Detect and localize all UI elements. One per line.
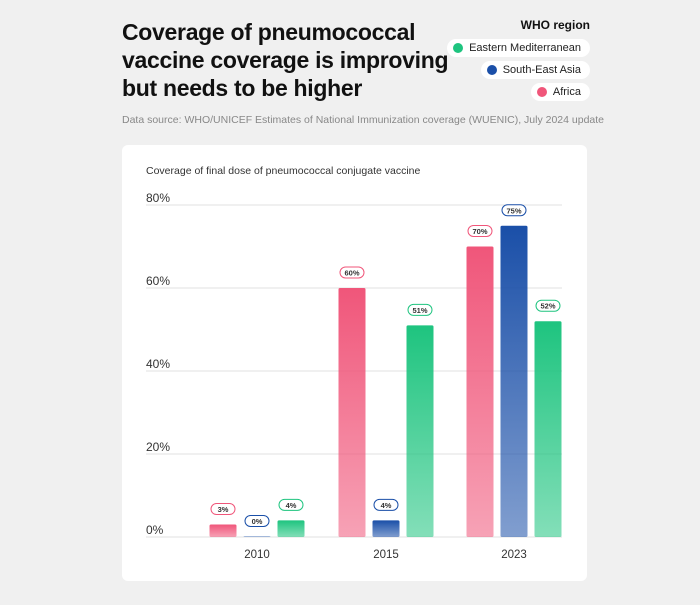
- legend-label: Africa: [552, 86, 581, 98]
- legend-label: Eastern Mediterranean: [469, 42, 581, 54]
- data-label-pill: [339, 266, 365, 279]
- data-label: 51%: [412, 306, 427, 315]
- chart-title: Coverage of final dose of pneumococcal c…: [146, 165, 421, 177]
- data-label-pill: [535, 299, 561, 312]
- data-label-pill: [210, 503, 236, 516]
- bar-africa-2015: [338, 288, 366, 537]
- data-label-pill: [407, 303, 433, 316]
- y-tick-label: 80%: [146, 191, 170, 205]
- x-tick-label: 2023: [501, 549, 527, 561]
- data-label: 52%: [540, 302, 555, 311]
- bar-south-east-asia-2015: [372, 520, 400, 537]
- data-label: 75%: [506, 206, 521, 215]
- y-tick-label: 40%: [146, 357, 170, 371]
- legend-dot: [536, 87, 547, 97]
- legend: WHO region Eastern Mediterranean South-E…: [447, 18, 590, 105]
- legend-item-africa: Africa: [530, 83, 590, 101]
- bar-south-east-asia-2010: [243, 536, 271, 537]
- data-label-pill: [373, 498, 399, 511]
- data-label: 4%: [381, 501, 392, 510]
- data-label-pill: [501, 204, 527, 217]
- legend-title: WHO region: [520, 18, 590, 32]
- data-label: 3%: [218, 505, 229, 514]
- legend-dot: [453, 43, 464, 53]
- bar-eastern-mediterranean-2015: [406, 325, 434, 537]
- legend-item-eastern-mediterranean: Eastern Mediterranean: [447, 39, 590, 57]
- bar-eastern-mediterranean-2023: [534, 321, 562, 537]
- bar-africa-2023: [466, 246, 494, 537]
- data-label: 0%: [252, 517, 263, 526]
- data-label-pill: [244, 515, 270, 527]
- bar-eastern-mediterranean-2010: [277, 520, 305, 537]
- bar-africa-2010: [209, 524, 237, 537]
- data-label: 70%: [472, 227, 487, 236]
- legend-dot: [486, 65, 497, 75]
- data-label: 60%: [344, 269, 359, 278]
- chart-card: Coverage of final dose of pneumococcal c…: [122, 145, 587, 581]
- x-tick-label: 2010: [244, 549, 270, 561]
- legend-item-south-east-asia: South-East Asia: [480, 61, 590, 79]
- x-tick-label: 2015: [373, 549, 399, 561]
- data-label-pill: [278, 498, 304, 511]
- data-label-pill: [467, 225, 493, 237]
- data-source: Data source: WHO/UNICEF Estimates of Nat…: [122, 114, 605, 126]
- y-tick-label: 60%: [146, 274, 170, 288]
- bar-chart: 0% 20% 40% 60% 80% 3% 0% 4% 2010 60% 4% 51% 2015 70% 7…: [146, 191, 562, 561]
- legend-label: South-East Asia: [502, 64, 581, 76]
- bar-south-east-asia-2023: [500, 225, 528, 537]
- data-label: 4%: [286, 501, 297, 510]
- y-tick-label: 20%: [146, 440, 170, 454]
- page-title: Coverage of pneumococcal vaccine coverag…: [122, 19, 449, 101]
- y-tick-label: 0%: [146, 523, 164, 537]
